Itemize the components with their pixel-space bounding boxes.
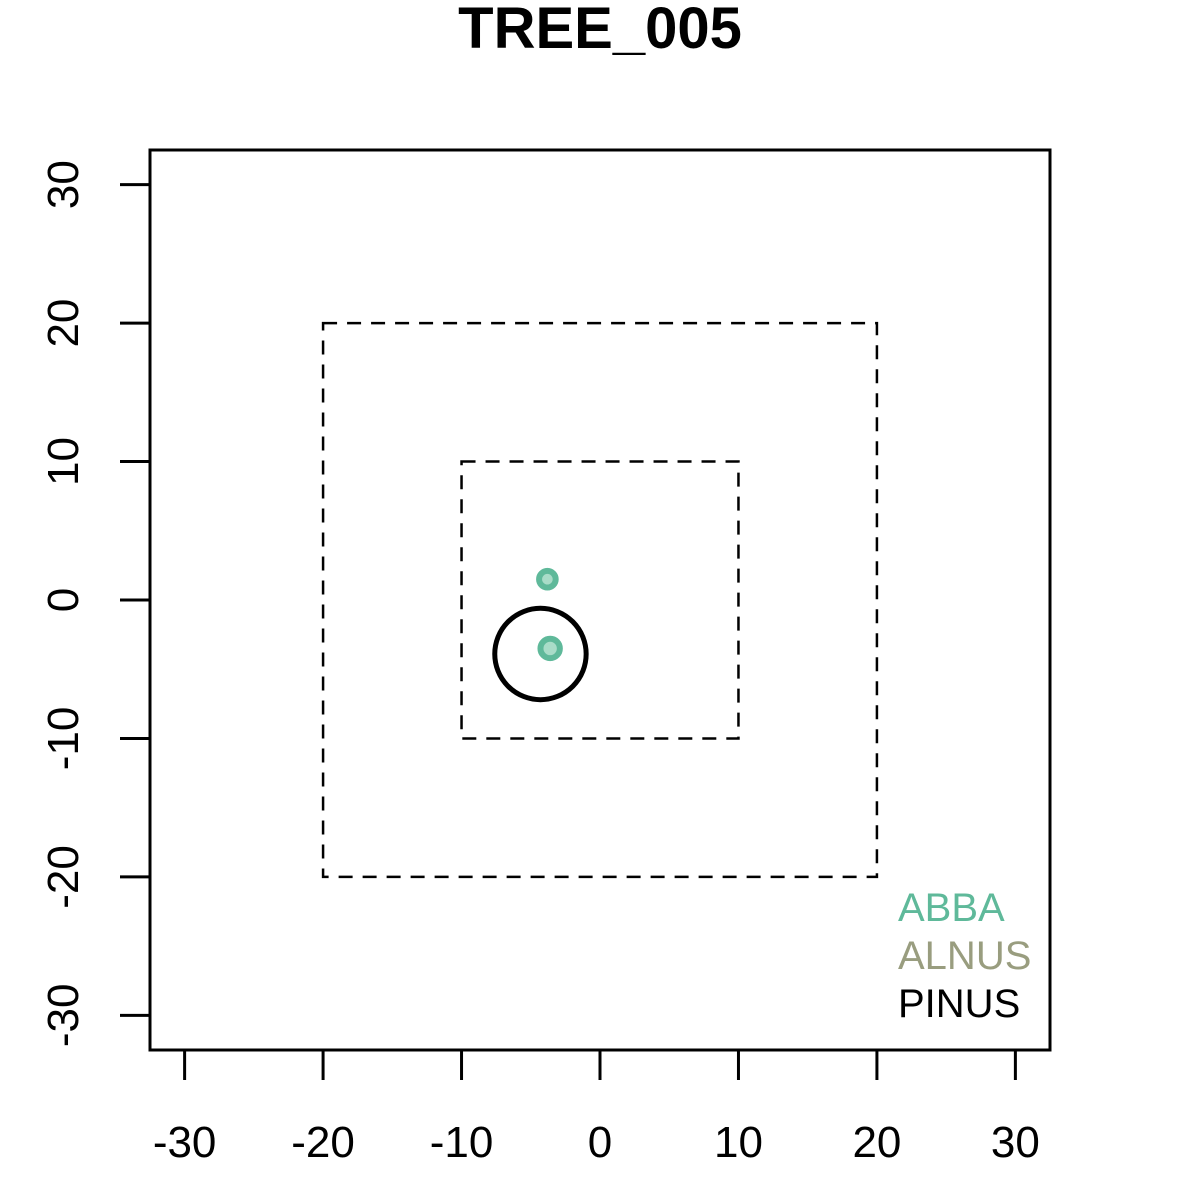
- y-tick-label: -20: [39, 845, 88, 909]
- reference-square: [321, 321, 879, 879]
- x-axis: -30 -20 -10 0 10 20 30: [153, 1048, 1040, 1167]
- x-tick-label: 0: [588, 1118, 612, 1167]
- chart-title: TREE_005: [458, 0, 742, 61]
- legend-entry-alnus: ALNUS: [898, 934, 1031, 978]
- y-tick-label: 30: [39, 160, 88, 209]
- y-tick-label: 0: [39, 588, 88, 612]
- y-axis: -30 -20 -10 0 10 20 30: [39, 160, 152, 1048]
- reference-squares: [321, 321, 879, 879]
- tree-points: [492, 567, 589, 703]
- x-tick-label: 10: [714, 1118, 763, 1167]
- y-tick-label: 10: [39, 437, 88, 486]
- x-tick-label: 20: [852, 1118, 901, 1167]
- tree-point-pinus: [492, 605, 589, 703]
- legend-entry-pinus: PINUS: [898, 982, 1020, 1026]
- x-tick-label: 30: [991, 1118, 1040, 1167]
- y-tick-label: -10: [39, 707, 88, 771]
- x-tick-label: -10: [430, 1118, 494, 1167]
- x-tick-label: -20: [291, 1118, 355, 1167]
- tree-point-abba: [536, 567, 559, 591]
- x-tick-label: -30: [153, 1118, 217, 1167]
- y-tick-label: -30: [39, 984, 88, 1048]
- tree-point-abba: [537, 635, 563, 662]
- legend-entry-abba: ABBA: [898, 886, 1005, 930]
- y-tick-label: 20: [39, 299, 88, 348]
- reference-square: [460, 460, 740, 740]
